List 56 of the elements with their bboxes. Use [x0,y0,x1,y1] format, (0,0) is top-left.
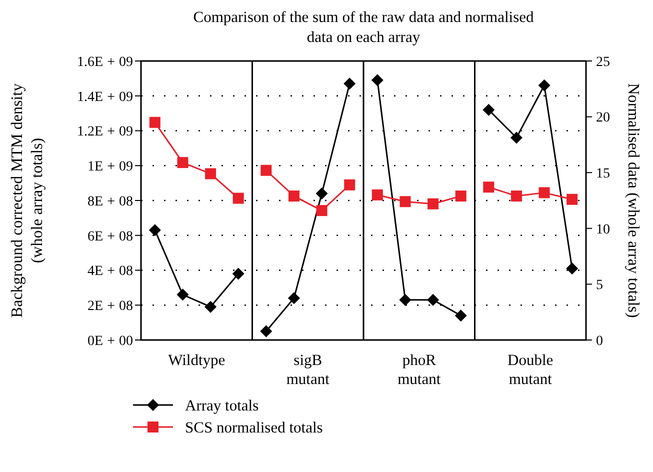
point [371,74,384,86]
point [344,78,356,90]
point [482,104,495,116]
y2-tick-label: 10 [596,222,610,238]
text: sigB mutant [286,352,330,388]
point [344,179,356,190]
y2-tick-label: 25 [596,54,610,70]
point [316,188,328,200]
point [399,294,412,306]
y-tick-label: 1.4E+09 [77,90,133,105]
point [288,190,300,202]
y-tick-label: 1.6E+09 [77,54,133,70]
y-tick-label: 1.2E+09 [77,124,133,140]
point [260,164,272,176]
point [400,196,411,208]
point [204,300,217,313]
point [455,190,466,202]
text: phoR mutant [398,352,442,388]
point [176,288,189,301]
point [148,224,161,236]
point [232,268,244,280]
point [149,116,160,128]
text: Wildtype [168,352,226,369]
y-tick-label: 6E+08 [88,229,133,244]
point [566,262,578,275]
y-tick-label: 2E+08 [88,299,133,314]
y-tick-label: 4E+08 [88,264,133,280]
y-axis-title: Background corrected MTM density (whole array totals) [9,83,46,318]
legend-label: Array totals [185,397,259,414]
text: Double mutant [508,352,554,388]
point [510,132,522,144]
point [510,190,522,202]
point [428,198,439,210]
point [232,192,244,204]
point [483,182,494,193]
point [454,310,467,322]
y2-tick-label: 20 [596,110,610,126]
y2-tick-label: 5 [596,278,603,294]
point [566,194,578,205]
point [316,205,328,216]
point [177,157,188,168]
y-tick-label: 1E+09 [88,160,133,175]
point [372,189,383,200]
y-tick-label: 8E+08 [88,194,133,210]
y2-tick-label: 0 [596,334,603,349]
point [427,294,440,306]
legend-label: SCS normalised totals [185,419,323,436]
y-tick-label: 0E+00 [88,334,133,349]
point [538,79,550,92]
point [205,168,216,180]
point [288,292,300,304]
chart-title: Comparison of the sum of the raw data and normalised data on each array [193,9,534,46]
point [260,325,272,338]
point [538,187,550,198]
y2-tick-label: 15 [596,166,610,182]
y2-axis-title: Normalised data (whole array totals) [624,83,642,318]
